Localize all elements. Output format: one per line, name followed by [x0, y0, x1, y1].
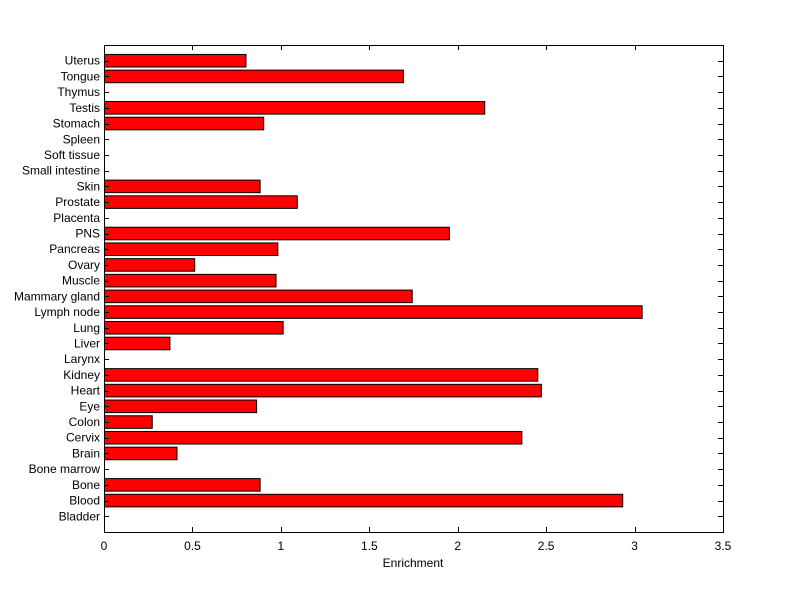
y-tick-label: PNS	[75, 227, 100, 241]
y-tick-label: Thymus	[57, 85, 100, 99]
x-tick-label: 0.5	[184, 539, 201, 553]
y-tick-label: Colon	[69, 415, 100, 429]
y-tick-label: Lymph node	[34, 305, 100, 319]
y-tick-label: Testis	[69, 101, 100, 115]
y-tick-label: Placenta	[53, 211, 100, 225]
bar-prostate	[104, 195, 298, 209]
bar-eye	[104, 399, 258, 414]
y-tick-label: Ovary	[68, 258, 100, 272]
x-tick-label: 0	[101, 539, 108, 553]
y-tick-label: Liver	[74, 336, 100, 350]
bar-testis	[104, 101, 486, 115]
bar-ovary	[104, 258, 196, 272]
y-tick-label: Stomach	[53, 117, 100, 131]
bars-layer	[104, 53, 643, 508]
y-tick-label: Bladder	[59, 509, 100, 523]
y-tick-label: Spleen	[63, 132, 100, 146]
bar-pns	[104, 226, 450, 241]
bar-mammary-gland	[104, 289, 413, 304]
x-tick-label: 2.5	[538, 539, 555, 553]
bar-pancreas	[104, 242, 279, 257]
y-tick-label: Prostate	[55, 195, 100, 209]
y-tick-label: Heart	[71, 384, 101, 398]
bar-stomach	[104, 116, 265, 131]
bar-kidney	[104, 368, 539, 382]
y-tick-label: Soft tissue	[44, 148, 100, 162]
bar-lymph-node	[104, 305, 643, 319]
x-tick-label: 3	[631, 539, 638, 553]
y-tick-label: Cervix	[66, 431, 100, 445]
bar-skin	[104, 179, 261, 194]
y-tick-label: Bone	[72, 478, 100, 492]
y-tick-label: Small intestine	[22, 164, 100, 178]
bar-lung	[104, 320, 284, 335]
ticks-layer	[104, 45, 724, 532]
bar-blood	[104, 493, 624, 508]
y-tick-label: Bone marrow	[29, 462, 101, 476]
bar-uterus	[104, 53, 247, 68]
bar-brain	[104, 446, 178, 461]
y-tick-label: Brain	[72, 446, 100, 460]
x-tick-label: 3.5	[715, 539, 732, 553]
x-axis-title: Enrichment	[383, 556, 444, 570]
y-tick-label: Pancreas	[49, 242, 100, 256]
x-tick-label: 2	[454, 539, 461, 553]
bar-bone	[104, 478, 261, 492]
y-tick-label: Skin	[77, 179, 100, 193]
x-tick-label: 1	[278, 539, 285, 553]
y-tick-label: Uterus	[65, 54, 100, 68]
bar-tongue	[104, 69, 404, 84]
y-tick-label: Lung	[73, 321, 100, 335]
y-tick-label: Larynx	[64, 352, 100, 366]
bar-muscle	[104, 273, 277, 288]
y-tick-label: Kidney	[63, 368, 100, 382]
bar-colon	[104, 415, 153, 429]
bar-liver	[104, 336, 171, 351]
y-tick-label: Eye	[79, 399, 100, 413]
x-tick-label: 1.5	[361, 539, 378, 553]
bar-heart	[104, 383, 542, 398]
y-tick-label: Mammary gland	[14, 289, 100, 303]
y-tick-label: Tongue	[61, 69, 101, 83]
bar-cervix	[104, 430, 523, 445]
y-tick-label: Blood	[69, 494, 100, 508]
axes-frame	[104, 45, 724, 533]
y-tick-label: Muscle	[62, 274, 100, 288]
